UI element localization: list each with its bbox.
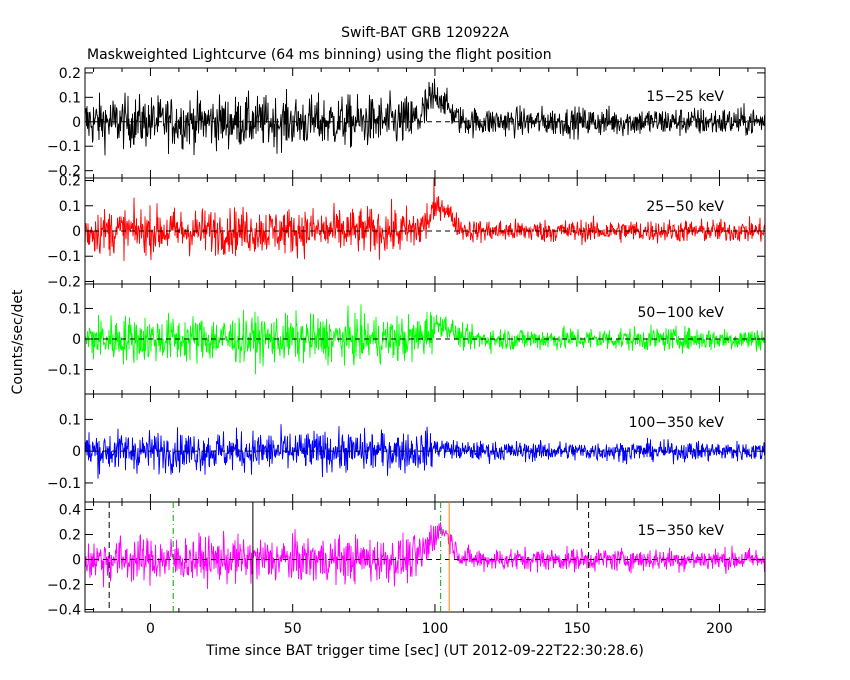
band-label: 100−350 keV	[629, 415, 725, 431]
lightcurve-series	[85, 522, 765, 590]
y-tick-label: 0.2	[59, 528, 81, 544]
y-tick-label: −0.4	[47, 603, 81, 619]
y-tick-label: 0.4	[59, 503, 81, 519]
y-tick-label: −0.2	[47, 274, 81, 290]
panel-2: −0.2 −0.1 0 0.1 0.2 25−50 keV	[47, 174, 766, 290]
y-tick-label: 0	[72, 332, 81, 348]
band-label: 15−25 keV	[646, 89, 724, 105]
chart-subtitle: Maskweighted Lightcurve (64 ms binning) …	[87, 47, 552, 63]
lightcurve-series	[85, 424, 765, 479]
y-tick-label: −0.1	[47, 476, 81, 492]
panel-5: −0.4 −0.2 0 0.2 0.4 15−350 keV	[47, 501, 766, 619]
band-label: 25−50 keV	[646, 199, 724, 215]
panel-3: −0.1 0 0.1 50−100 keV	[47, 283, 766, 395]
y-tick-label: 0.1	[59, 90, 81, 106]
y-tick-label: −0.1	[47, 249, 81, 265]
chart-title: Swift-BAT GRB 120922A	[341, 25, 509, 41]
y-tick-label: 0.1	[59, 199, 81, 215]
y-tick-label: 0	[72, 553, 81, 569]
y-tick-label: −0.2	[47, 578, 81, 594]
x-axis-label: Time since BAT trigger time [sec] (UT 20…	[205, 643, 644, 659]
y-tick-label: 0	[72, 115, 81, 131]
x-tick-label: 200	[706, 621, 733, 637]
band-label: 50−100 keV	[637, 305, 724, 321]
lightcurve-series	[85, 178, 765, 262]
y-tick-label: −0.1	[47, 363, 81, 379]
x-tick-label: 100	[422, 621, 449, 637]
y-tick-label: 0.1	[59, 301, 81, 317]
lightcurve-series	[85, 78, 765, 156]
band-label: 15−350 keV	[637, 523, 724, 539]
y-tick-label: −0.2	[47, 164, 81, 180]
panels-group: −0.2 −0.1 0 0.1 0.2 15−25 keV −0.2 −0.1 0 0.1 0.2 2…	[47, 66, 766, 637]
y-tick-label: 0.1	[59, 412, 81, 428]
y-tick-label: 0.2	[59, 174, 81, 190]
x-tick-label: 150	[564, 621, 591, 637]
y-tick-label: 0.2	[59, 66, 81, 82]
x-tick-label: 0	[146, 621, 155, 637]
panel-frame	[84, 501, 766, 613]
lightcurve-series	[85, 304, 765, 375]
x-tick-label: 50	[284, 621, 302, 637]
y-tick-label: 0	[72, 444, 81, 460]
y-tick-label: −0.1	[47, 139, 81, 155]
panel-4: −0.1 0 0.1 100−350 keV	[47, 393, 766, 503]
y-tick-label: 0	[72, 224, 81, 240]
y-axis-label: Counts/sec/det	[10, 289, 26, 394]
panel-1: −0.2 −0.1 0 0.1 0.2 15−25 keV	[47, 66, 766, 180]
